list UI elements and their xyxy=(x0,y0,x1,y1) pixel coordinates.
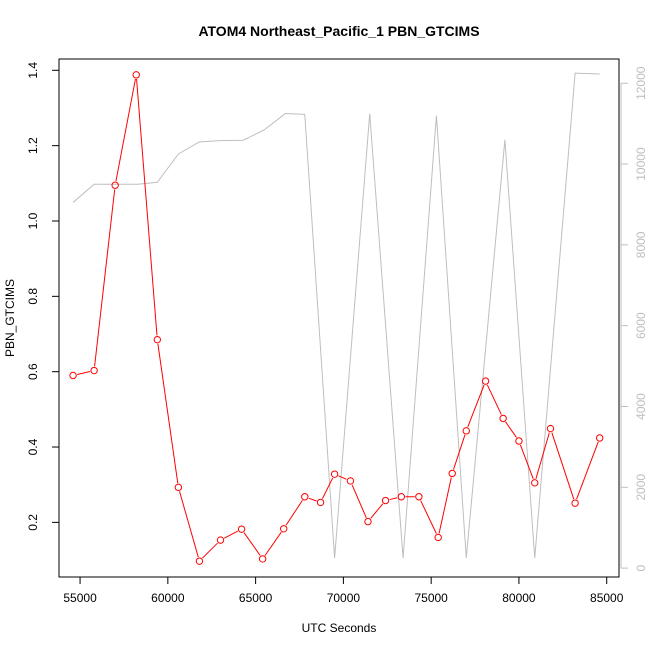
series-line-segment xyxy=(321,477,334,499)
x-tick-label: 60000 xyxy=(151,591,185,605)
series-line-segment xyxy=(285,499,303,526)
data-point xyxy=(301,493,309,501)
data-point xyxy=(595,434,604,442)
data-point xyxy=(364,517,372,526)
data-point xyxy=(462,427,470,435)
data-point xyxy=(132,71,140,79)
series-line-segment xyxy=(370,503,384,519)
y2-tick-label: 0 xyxy=(634,564,648,571)
x-axis-label: UTC Seconds xyxy=(302,621,377,635)
series-line-segment xyxy=(243,532,261,556)
data-point xyxy=(280,525,288,533)
series-line-segment xyxy=(420,500,437,534)
series-line-segment xyxy=(308,497,317,502)
y-tick-label: 1.0 xyxy=(26,212,40,229)
data-point xyxy=(258,555,267,563)
x-tick-label: 85000 xyxy=(590,591,624,605)
x-tick-label: 80000 xyxy=(502,591,536,605)
data-point xyxy=(216,536,225,544)
data-point xyxy=(434,533,442,542)
y2-tick-label: 2000 xyxy=(634,474,648,501)
data-point xyxy=(397,493,406,501)
data-point xyxy=(316,498,325,507)
y2-tick-label: 8000 xyxy=(634,231,648,258)
series-line-segment xyxy=(519,444,534,480)
series-line-segment xyxy=(202,542,218,559)
data-point xyxy=(111,181,119,189)
chart-title: ATOM4 Northeast_Pacific_1 PBN_GTCIMS xyxy=(198,23,479,39)
series-line-segment xyxy=(264,531,282,556)
series-layer xyxy=(69,71,604,565)
data-point xyxy=(174,483,183,492)
y-tick-label: 0.2 xyxy=(26,514,40,531)
data-point xyxy=(481,377,490,385)
series-line-segment xyxy=(351,484,367,518)
data-point xyxy=(515,437,523,445)
data-point xyxy=(415,493,423,501)
series-line-segment xyxy=(224,530,239,539)
data-point xyxy=(90,366,98,375)
data-point xyxy=(499,414,507,423)
data-point xyxy=(346,477,355,485)
series-line-segment xyxy=(94,189,116,367)
y-tick-label: 0.6 xyxy=(26,363,40,380)
series-line-segment xyxy=(535,432,550,479)
axes-layer: 55000 60000 65000 70000 75000 80000 850000.20.… xyxy=(26,62,648,605)
series-line-segment xyxy=(453,434,466,470)
y-tick-label: 1.4 xyxy=(26,62,40,79)
series-line-segment xyxy=(77,371,91,375)
data-point xyxy=(153,335,162,344)
series-line-segment xyxy=(438,477,452,534)
plot-frame xyxy=(58,58,620,578)
y-tick-label: 0.4 xyxy=(26,438,40,455)
series-line-segment xyxy=(467,384,485,428)
data-point xyxy=(531,479,539,487)
data-point xyxy=(69,371,77,380)
data-point xyxy=(237,525,246,533)
y-axis-label: PBN_GTCIMS xyxy=(3,279,17,357)
y2-tick-label: 6000 xyxy=(634,312,648,339)
data-point xyxy=(381,496,390,505)
series-line-segment xyxy=(551,432,575,500)
series-line-segment xyxy=(338,475,347,480)
y2-tick-label: 10000 xyxy=(634,147,648,181)
x-tick-label: 55000 xyxy=(63,591,97,605)
data-point xyxy=(195,557,204,565)
y2-tick-label: 12000 xyxy=(634,66,648,100)
series-line-segment xyxy=(157,343,179,484)
x-tick-label: 65000 xyxy=(239,591,273,605)
data-point xyxy=(330,470,339,478)
data-point xyxy=(448,469,456,478)
series-line-segment xyxy=(115,78,136,182)
series-line-segment xyxy=(486,384,502,415)
data-point xyxy=(571,499,579,507)
y2-tick-label: 4000 xyxy=(634,393,648,420)
series-line-segment xyxy=(576,441,599,500)
data-point xyxy=(546,424,555,433)
x-tick-label: 70000 xyxy=(327,591,361,605)
x-tick-label: 75000 xyxy=(414,591,448,605)
series-line-segment xyxy=(505,421,517,438)
y-tick-label: 0.8 xyxy=(26,288,40,305)
y-tick-label: 1.2 xyxy=(26,137,40,154)
series-line-segment xyxy=(136,78,158,336)
series-line-segment xyxy=(179,491,199,558)
series-line-segment xyxy=(389,497,398,501)
